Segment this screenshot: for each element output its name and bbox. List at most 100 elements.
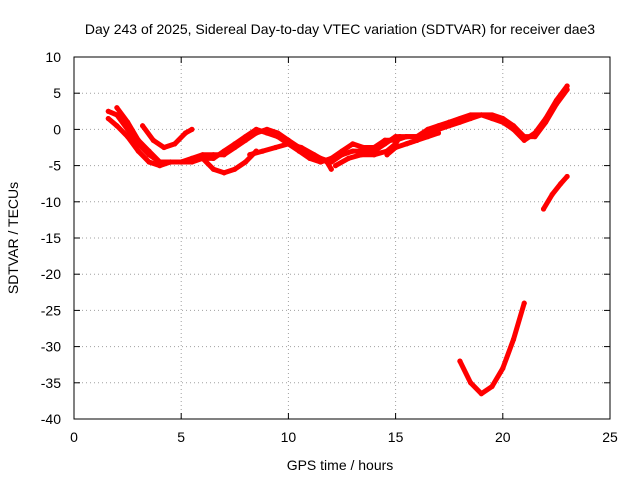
axis-ticks: 0 5 10 15 20 25 10 5 0 -5 -10 -15 -20 -25 -30 -35 -40: [41, 49, 618, 445]
data-point: [489, 383, 495, 390]
data-point: [446, 119, 452, 125]
data-point: [324, 159, 330, 165]
data-point: [105, 108, 111, 114]
y-tick-label: 10: [45, 49, 61, 65]
data-point: [200, 155, 206, 161]
y-tick-label: -5: [49, 158, 62, 174]
data-point: [167, 159, 174, 165]
data-point: [393, 144, 399, 151]
data-point: [253, 126, 259, 132]
data-point: [332, 163, 339, 169]
data-point: [275, 134, 281, 140]
data-point: [114, 123, 120, 129]
data-point: [242, 159, 249, 165]
data-point: [350, 148, 356, 154]
data-point: [161, 144, 167, 151]
y-tick-label: -35: [41, 375, 61, 391]
data-point: [307, 155, 313, 161]
data-point: [146, 148, 152, 154]
data-point: [553, 97, 560, 104]
series-track-d: [140, 123, 195, 150]
y-tick-label: -10: [41, 194, 61, 210]
series-track-j: [457, 300, 527, 397]
data-point: [435, 130, 442, 136]
y-tick-label: 0: [53, 121, 61, 137]
data-point: [232, 141, 238, 147]
data-point: [298, 144, 304, 151]
data-point: [397, 134, 403, 140]
data-point: [264, 130, 270, 136]
data-point: [328, 166, 334, 172]
data-point: [500, 119, 506, 125]
data-point: [157, 159, 163, 165]
data-point: [105, 115, 111, 122]
data-point: [285, 141, 291, 147]
series-track-i: [403, 130, 441, 147]
plot-series: [105, 83, 570, 397]
data-point: [114, 105, 120, 111]
data-point: [403, 141, 409, 147]
grid: [74, 57, 610, 419]
data-point: [543, 115, 549, 122]
data-point: [135, 148, 141, 154]
data-point: [435, 123, 442, 129]
data-point: [350, 141, 356, 147]
data-point: [189, 126, 195, 132]
data-point: [260, 148, 266, 154]
data-point: [564, 83, 570, 89]
y-tick-label: -20: [41, 266, 61, 282]
data-point: [384, 152, 390, 158]
data-point: [414, 137, 420, 143]
data-point: [403, 134, 409, 140]
data-point: [135, 137, 141, 143]
data-point: [489, 115, 495, 122]
data-point: [457, 358, 463, 364]
series-track-k: [541, 174, 570, 212]
data-point: [540, 206, 547, 212]
data-point: [125, 134, 131, 140]
y-tick-label: -30: [41, 339, 61, 355]
x-tick-label: 20: [495, 429, 511, 445]
data-point: [382, 137, 388, 143]
y-tick-label: 5: [53, 85, 61, 101]
data-point: [172, 141, 178, 147]
data-point: [425, 126, 431, 132]
chart-title: Day 243 of 2025, Sidereal Day-to-day VTE…: [85, 21, 595, 37]
data-point: [189, 159, 195, 165]
data-point: [532, 130, 538, 136]
data-point: [425, 134, 431, 140]
x-tick-label: 15: [388, 429, 404, 445]
data-point: [146, 159, 152, 165]
y-tick-label: -15: [41, 230, 61, 246]
data-point: [478, 112, 484, 118]
x-tick-label: 5: [177, 429, 185, 445]
data-point: [242, 134, 249, 140]
data-point: [500, 365, 506, 371]
data-point: [564, 173, 570, 180]
data-point: [150, 137, 156, 143]
data-point: [311, 152, 317, 158]
data-point: [125, 119, 131, 125]
data-point: [328, 155, 334, 161]
x-tick-label: 0: [70, 429, 78, 445]
data-point: [371, 152, 377, 158]
data-point: [549, 191, 555, 198]
y-axis-label: SDTVAR / TECUs: [5, 182, 21, 294]
x-axis-label: GPS time / hours: [287, 457, 394, 473]
data-point: [468, 112, 474, 118]
data-point: [521, 137, 527, 143]
data-point: [210, 155, 216, 161]
data-point: [478, 391, 484, 397]
data-point: [140, 123, 146, 129]
data-point: [358, 152, 364, 158]
data-point: [510, 126, 517, 132]
x-tick-label: 25: [602, 429, 618, 445]
data-point: [157, 163, 163, 169]
data-point: [468, 380, 474, 386]
data-point: [457, 115, 463, 122]
y-tick-label: -40: [41, 411, 61, 427]
data-point: [182, 130, 189, 136]
data-point: [221, 170, 227, 176]
data-point: [272, 144, 279, 151]
